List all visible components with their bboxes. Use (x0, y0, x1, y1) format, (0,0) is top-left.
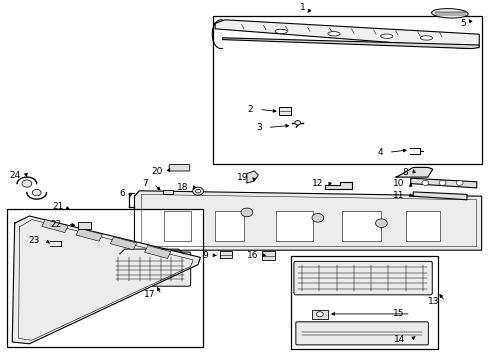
Text: 19: 19 (236, 173, 248, 182)
Text: 11: 11 (392, 191, 404, 200)
Ellipse shape (275, 29, 286, 33)
Bar (261, 251, 275, 260)
Text: 24: 24 (9, 171, 20, 180)
Text: 3: 3 (255, 123, 261, 132)
Text: 12: 12 (312, 180, 323, 189)
Text: 5: 5 (459, 19, 465, 28)
Bar (110, 237, 136, 250)
FancyBboxPatch shape (169, 165, 189, 171)
Text: 22: 22 (50, 220, 61, 229)
Polygon shape (395, 167, 432, 177)
FancyBboxPatch shape (295, 322, 427, 345)
Polygon shape (222, 38, 478, 49)
Circle shape (241, 208, 252, 217)
Bar (219, 251, 231, 258)
Circle shape (195, 189, 200, 193)
Text: 16: 16 (246, 251, 258, 260)
FancyBboxPatch shape (110, 252, 190, 286)
Circle shape (294, 121, 300, 125)
Text: 9: 9 (202, 251, 207, 260)
Polygon shape (246, 171, 258, 183)
Circle shape (421, 180, 428, 185)
Text: 6: 6 (119, 189, 124, 198)
Bar (215, 211, 244, 241)
Polygon shape (325, 182, 351, 189)
Bar (163, 211, 190, 241)
Polygon shape (412, 192, 466, 200)
Text: 8: 8 (402, 168, 407, 177)
Text: 7: 7 (142, 180, 147, 189)
Text: 10: 10 (392, 180, 404, 189)
Circle shape (32, 189, 41, 196)
Ellipse shape (327, 32, 339, 36)
Circle shape (192, 187, 203, 195)
Bar (42, 220, 68, 233)
Bar (290, 256, 437, 349)
Ellipse shape (420, 36, 431, 40)
Circle shape (311, 213, 323, 222)
Text: 13: 13 (427, 297, 438, 306)
Text: 17: 17 (143, 290, 155, 299)
Bar (144, 246, 170, 258)
FancyBboxPatch shape (279, 107, 290, 115)
Polygon shape (410, 178, 476, 188)
Polygon shape (134, 191, 481, 250)
Ellipse shape (431, 9, 467, 18)
Bar (212, 16, 481, 164)
Text: 1: 1 (299, 3, 305, 12)
Bar (7, 209, 203, 347)
Text: 15: 15 (392, 309, 404, 318)
Circle shape (375, 219, 386, 228)
Ellipse shape (380, 34, 392, 38)
FancyBboxPatch shape (78, 222, 91, 229)
Bar (276, 211, 312, 241)
Circle shape (438, 180, 445, 185)
Text: 4: 4 (376, 148, 382, 157)
Text: 18: 18 (176, 183, 188, 192)
Circle shape (455, 180, 462, 185)
Circle shape (22, 180, 32, 187)
Bar (405, 211, 439, 241)
Text: 2: 2 (247, 105, 253, 114)
Bar (163, 190, 172, 194)
Polygon shape (12, 216, 200, 344)
Text: 21: 21 (52, 202, 63, 211)
Polygon shape (215, 20, 478, 49)
Bar (311, 310, 327, 319)
Text: 20: 20 (151, 167, 162, 176)
Text: 14: 14 (393, 335, 404, 344)
Circle shape (316, 312, 323, 317)
FancyBboxPatch shape (293, 261, 431, 295)
Text: 23: 23 (29, 236, 40, 245)
Bar (76, 228, 102, 241)
Bar (342, 211, 381, 241)
